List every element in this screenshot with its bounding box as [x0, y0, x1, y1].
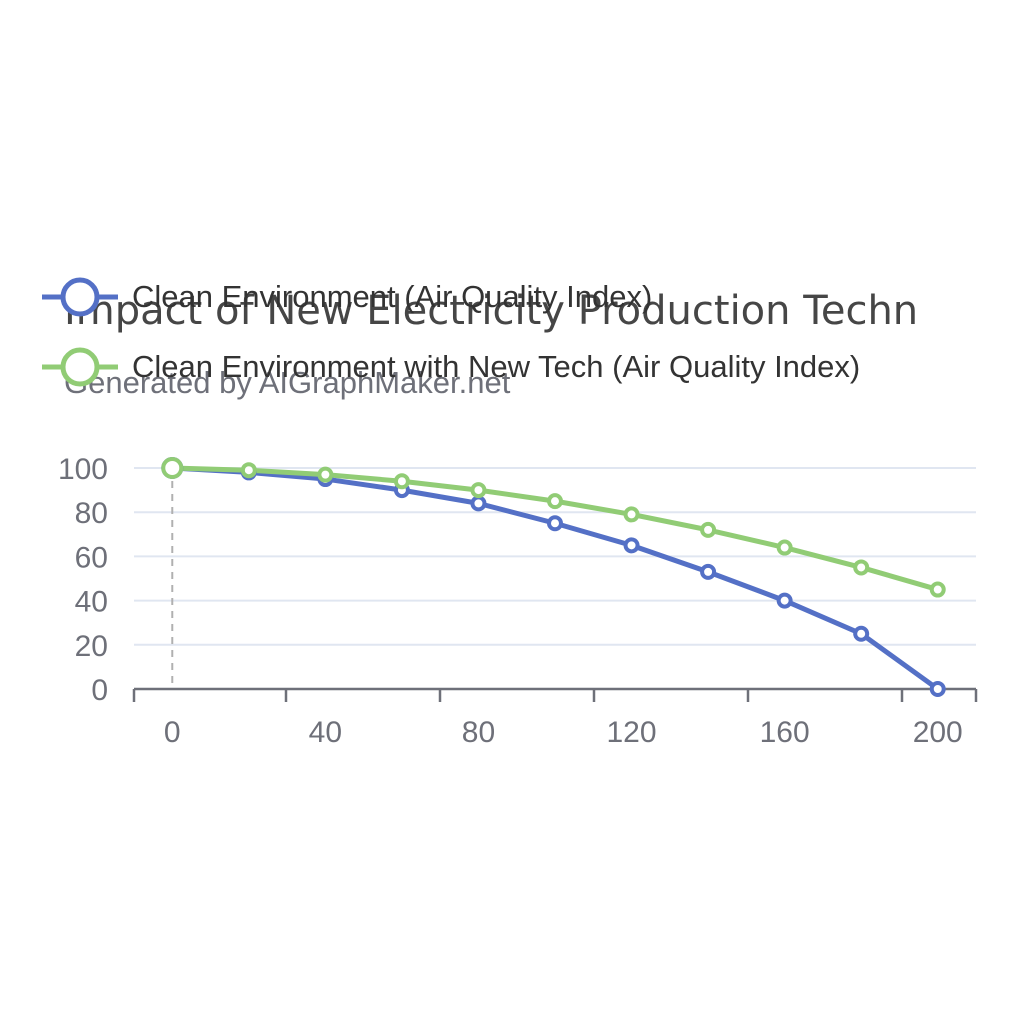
- data-point[interactable]: [470, 495, 487, 512]
- data-point[interactable]: [853, 625, 870, 642]
- y-tick-label: 0: [91, 674, 108, 707]
- data-point[interactable]: [240, 462, 257, 479]
- legend: Clean Environment (Air Quality Index) Cl…: [40, 262, 860, 402]
- x-tick-label: 120: [607, 716, 657, 749]
- x-tick-label: 80: [462, 716, 495, 749]
- data-point[interactable]: [161, 457, 184, 479]
- data-point[interactable]: [623, 506, 640, 523]
- x-tick-label: 40: [309, 716, 342, 749]
- axes: [132, 687, 978, 702]
- y-tick-label: 20: [75, 630, 108, 663]
- legend-item-clean-environment[interactable]: Clean Environment (Air Quality Index): [40, 262, 860, 332]
- data-point[interactable]: [470, 482, 487, 499]
- y-tick-label: 40: [75, 586, 108, 619]
- legend-marker-icon: [42, 277, 118, 317]
- y-tick-label: 60: [75, 541, 108, 574]
- x-tick-label: 160: [760, 716, 810, 749]
- data-point[interactable]: [317, 466, 334, 483]
- legend-item-clean-environment-new-tech[interactable]: Clean Environment with New Tech (Air Qua…: [40, 332, 860, 402]
- grid-lines: [134, 467, 976, 689]
- data-point[interactable]: [547, 515, 563, 532]
- data-point[interactable]: [776, 539, 793, 556]
- tick-labels: 0 20 40 60 80 100 0 40 80 120 160 200: [58, 453, 963, 749]
- data-point[interactable]: [853, 559, 870, 576]
- data-point[interactable]: [700, 521, 717, 538]
- chart-subtitle: Generated by AIGraphMaker.net: [64, 365, 511, 400]
- data-point[interactable]: [393, 473, 410, 490]
- legend-marker-icon: [42, 347, 118, 387]
- legend-label: Clean Environment with New Tech (Air Qua…: [132, 349, 861, 384]
- legend-label: Clean Environment (Air Quality Index): [132, 279, 653, 314]
- series-lines: [161, 457, 946, 697]
- data-point[interactable]: [547, 493, 563, 510]
- x-tick-label: 0: [164, 716, 181, 749]
- data-point[interactable]: [700, 563, 717, 580]
- data-point[interactable]: [623, 537, 640, 554]
- y-tick-label: 100: [58, 453, 108, 486]
- data-point[interactable]: [929, 681, 946, 697]
- data-point[interactable]: [929, 581, 946, 598]
- data-point[interactable]: [776, 592, 793, 609]
- y-tick-label: 80: [75, 497, 108, 530]
- chart-title: Impact of New Electricity Production Tec…: [64, 288, 919, 334]
- x-tick-label: 200: [913, 716, 963, 749]
